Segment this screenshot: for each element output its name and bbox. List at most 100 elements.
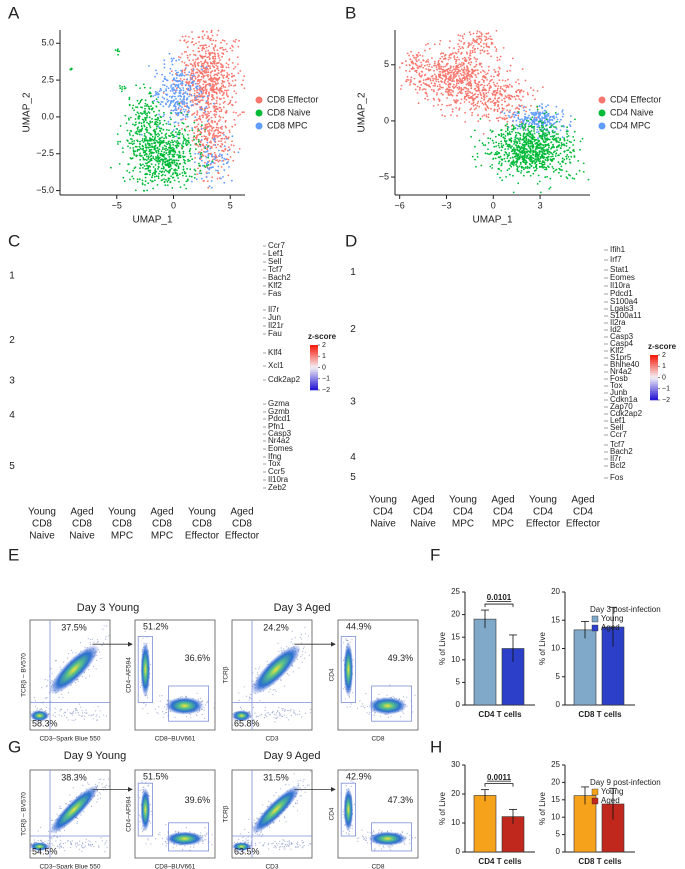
cell-dot <box>197 47 200 49</box>
cell-dot <box>154 136 157 138</box>
cell-dot <box>164 135 167 138</box>
cell-dot <box>544 114 546 116</box>
cell-dot <box>538 158 541 160</box>
cell-dot <box>166 164 169 167</box>
cell-dot <box>173 135 176 138</box>
cell-dot <box>448 75 451 78</box>
cell-dot <box>552 116 555 119</box>
cell-dot <box>220 128 223 130</box>
cell-dot <box>217 29 220 32</box>
cell-dot <box>211 43 213 45</box>
cell-dot <box>436 85 439 88</box>
cell-dot <box>428 65 430 68</box>
cell-dot <box>210 145 213 148</box>
cell-dot <box>222 52 224 55</box>
cell-dot <box>483 96 486 99</box>
cell-dot <box>174 102 177 104</box>
cell-dot <box>182 141 185 143</box>
cell-dot <box>511 115 513 118</box>
cell-dot <box>499 155 502 158</box>
cell-dot <box>135 113 137 116</box>
cell-dot <box>514 107 517 110</box>
cell-dot <box>203 95 206 98</box>
cell-dot <box>216 65 219 68</box>
cell-dot <box>188 175 191 178</box>
cell-dot <box>461 35 464 38</box>
cell-dot <box>220 177 222 180</box>
cell-dot <box>459 80 461 83</box>
cell-dot <box>205 44 207 46</box>
cell-dot <box>199 145 202 148</box>
cell-dot <box>481 102 484 105</box>
y-tick-label: 2.5 <box>41 74 54 84</box>
cell-dot <box>409 58 412 61</box>
cell-dot <box>553 158 555 160</box>
cell-dot <box>528 123 530 126</box>
cell-dot <box>534 138 537 141</box>
cell-dot <box>171 63 174 66</box>
cell-dot <box>461 62 463 64</box>
cell-dot <box>193 119 196 122</box>
cell-dot <box>519 133 521 135</box>
umap-points <box>69 29 246 192</box>
cell-dot <box>460 98 463 101</box>
cell-dot <box>544 109 547 112</box>
cell-dot <box>194 102 197 105</box>
cell-dot <box>223 137 226 140</box>
cell-dot <box>500 162 503 165</box>
cell-dot <box>531 142 534 145</box>
cell-dot <box>540 136 542 138</box>
cell-dot <box>557 136 560 139</box>
cell-dot <box>220 87 223 90</box>
cell-dot <box>536 123 538 126</box>
cell-dot <box>512 127 515 130</box>
cell-dot <box>212 102 215 105</box>
cell-dot <box>552 155 554 158</box>
cell-dot <box>144 119 147 122</box>
cell-dot <box>463 86 466 89</box>
cell-dot <box>232 40 235 42</box>
cell-dot <box>447 72 449 75</box>
cell-dot <box>189 152 192 155</box>
cell-dot <box>205 156 208 159</box>
cell-dot <box>522 95 524 98</box>
cell-dot <box>174 121 177 123</box>
cell-dot <box>470 85 473 87</box>
cell-dot <box>520 170 523 172</box>
cell-dot <box>211 51 214 54</box>
panel-label: G <box>8 737 21 756</box>
cell-dot <box>177 80 180 83</box>
cell-dot <box>523 155 525 158</box>
cell-dot <box>566 177 569 180</box>
cell-dot <box>139 129 141 132</box>
cell-dot <box>179 173 181 176</box>
cell-dot <box>516 112 519 115</box>
cell-dot <box>201 135 203 138</box>
cell-dot <box>157 101 160 104</box>
cell-dot <box>408 54 410 57</box>
cell-dot <box>466 68 468 71</box>
cell-dot <box>504 114 507 117</box>
cell-dot <box>486 79 488 81</box>
cell-dot <box>499 92 501 94</box>
cell-dot <box>503 118 506 121</box>
cell-dot <box>480 66 483 68</box>
cell-dot <box>453 80 455 82</box>
cell-dot <box>214 154 217 156</box>
cell-dot <box>569 125 572 128</box>
cell-dot <box>547 159 549 162</box>
cell-dot <box>501 111 504 113</box>
cell-dot <box>167 99 170 102</box>
cell-dot <box>200 139 203 141</box>
cell-dot <box>524 118 527 120</box>
cell-dot <box>501 109 504 112</box>
cell-dot <box>508 94 511 97</box>
cell-dot <box>143 154 146 157</box>
cell-dot <box>206 180 209 183</box>
cell-dot <box>182 168 185 171</box>
cell-dot <box>205 91 207 93</box>
cell-dot <box>504 130 507 133</box>
cell-dot <box>483 35 486 38</box>
